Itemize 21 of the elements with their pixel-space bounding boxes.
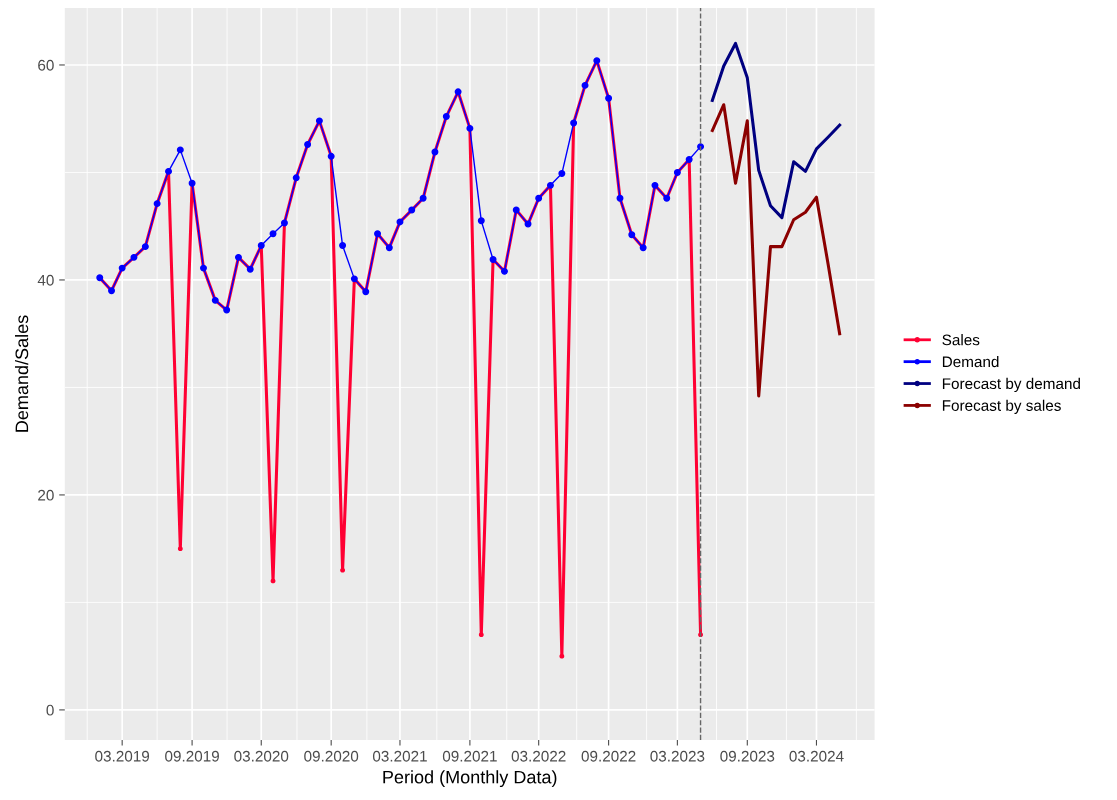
x-tick-label: 03.2020 (234, 750, 289, 762)
x-tick-label: 03.2024 (789, 750, 844, 762)
x-tick-label: 09.2022 (581, 750, 636, 762)
x-tick-label: 03.2023 (650, 750, 705, 762)
x-tick-label: 03.2019 (95, 750, 150, 762)
x-tick-label: 09.2023 (720, 750, 775, 762)
legend-label: Forecast by sales (942, 399, 1061, 414)
legend-label: Demand (942, 355, 999, 368)
y-axis-title: Demand/Sales (14, 315, 29, 432)
x-tick-label: 03.2022 (511, 750, 566, 762)
x-axis-title: Period (Monthly Data) (383, 770, 557, 788)
x-tick-label: 03.2021 (372, 750, 427, 762)
y-tick-label: 60 (38, 59, 54, 71)
y-tick-label: 20 (38, 489, 54, 501)
x-tick-label: 09.2021 (442, 750, 497, 762)
y-tick-label: 0 (46, 704, 54, 716)
y-tick-label: 40 (37, 274, 54, 286)
x-tick-label: 09.2019 (165, 750, 219, 762)
legend-label: Forecast by demand (942, 377, 1080, 393)
x-tick-label: 09.2020 (304, 750, 359, 762)
legend-label: Sales (942, 334, 980, 346)
